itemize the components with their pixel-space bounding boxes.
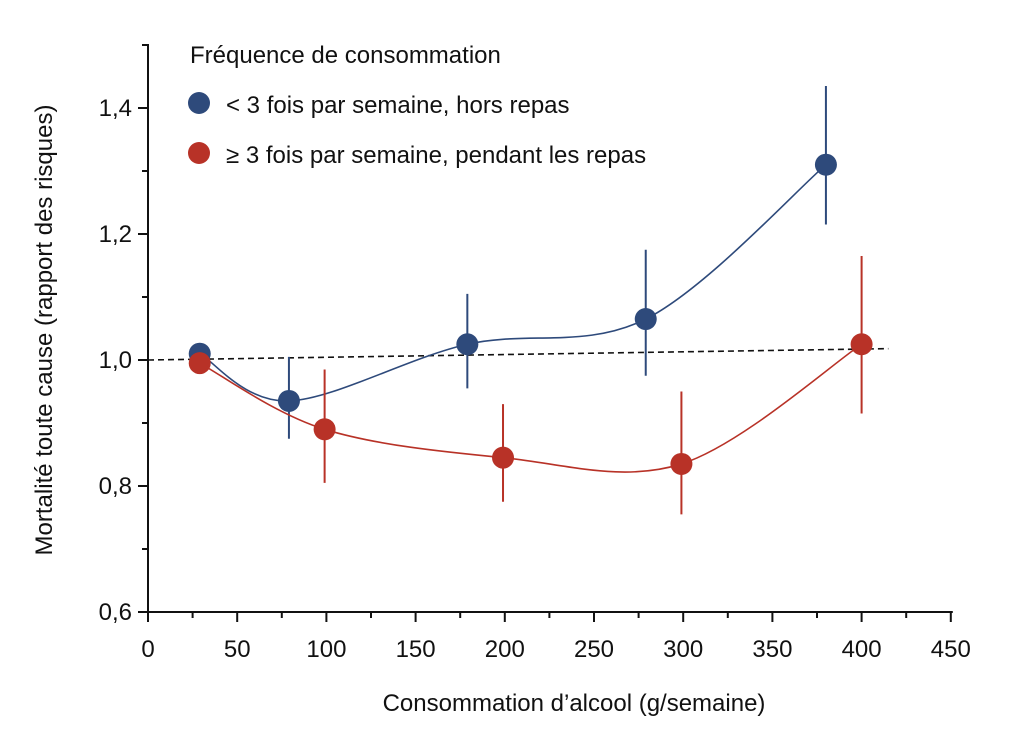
x-tick-label: 150 <box>396 636 436 663</box>
x-tick-label: 50 <box>224 636 251 663</box>
x-tick-label: 250 <box>574 636 614 663</box>
x-tick-label: 400 <box>842 636 882 663</box>
data-point <box>456 333 479 356</box>
x-tick-label: 200 <box>485 636 525 663</box>
x-tick-label: 300 <box>663 636 703 663</box>
x-tick-label: 350 <box>752 636 792 663</box>
data-point <box>814 153 837 176</box>
data-point <box>313 418 336 441</box>
legend-item-series-2: ≥ 3 fois par semaine, pendant les repas <box>188 142 646 169</box>
data-point <box>277 389 300 412</box>
legend-marker-series-1 <box>188 92 210 114</box>
y-tick-label: 1,4 <box>99 95 132 122</box>
axes: 0 50 100 150 200 250 300 350 400 450 0,6 0,8 1,0 1,2 1… <box>99 44 971 663</box>
series-1 <box>188 85 837 439</box>
legend-marker-series-2 <box>188 142 210 164</box>
reference-line-group <box>147 347 889 361</box>
x-axis-title: Consommation d’alcool (g/semaine) <box>383 690 766 717</box>
legend-label-series-1: < 3 fois par semaine, hors repas <box>226 92 570 119</box>
legend-title: Fréquence de consommation <box>190 42 501 69</box>
y-tick-label: 1,2 <box>99 221 132 248</box>
y-tick-label: 1,0 <box>99 347 132 374</box>
data-point <box>492 446 515 469</box>
series-2 <box>188 256 873 515</box>
series-line <box>199 343 863 473</box>
data-point <box>634 308 657 331</box>
series-line <box>199 164 827 402</box>
legend-item-series-1: < 3 fois par semaine, hors repas <box>188 92 570 119</box>
x-tick-label: 450 <box>931 636 971 663</box>
legend-label-series-2: ≥ 3 fois par semaine, pendant les repas <box>226 142 646 169</box>
reference-line <box>147 347 889 361</box>
data-point <box>670 452 693 475</box>
y-tick-label: 0,8 <box>99 473 132 500</box>
x-tick-label: 0 <box>141 636 154 663</box>
data-point <box>188 352 211 375</box>
x-tick-label: 100 <box>306 636 346 663</box>
series-layer <box>188 85 873 515</box>
y-axis-title: Mortalité toute cause (rapport des risqu… <box>31 105 58 556</box>
y-tick-label: 0,6 <box>99 599 132 626</box>
legend: Fréquence de consommation < 3 fois par s… <box>188 42 646 169</box>
data-point <box>850 333 873 356</box>
